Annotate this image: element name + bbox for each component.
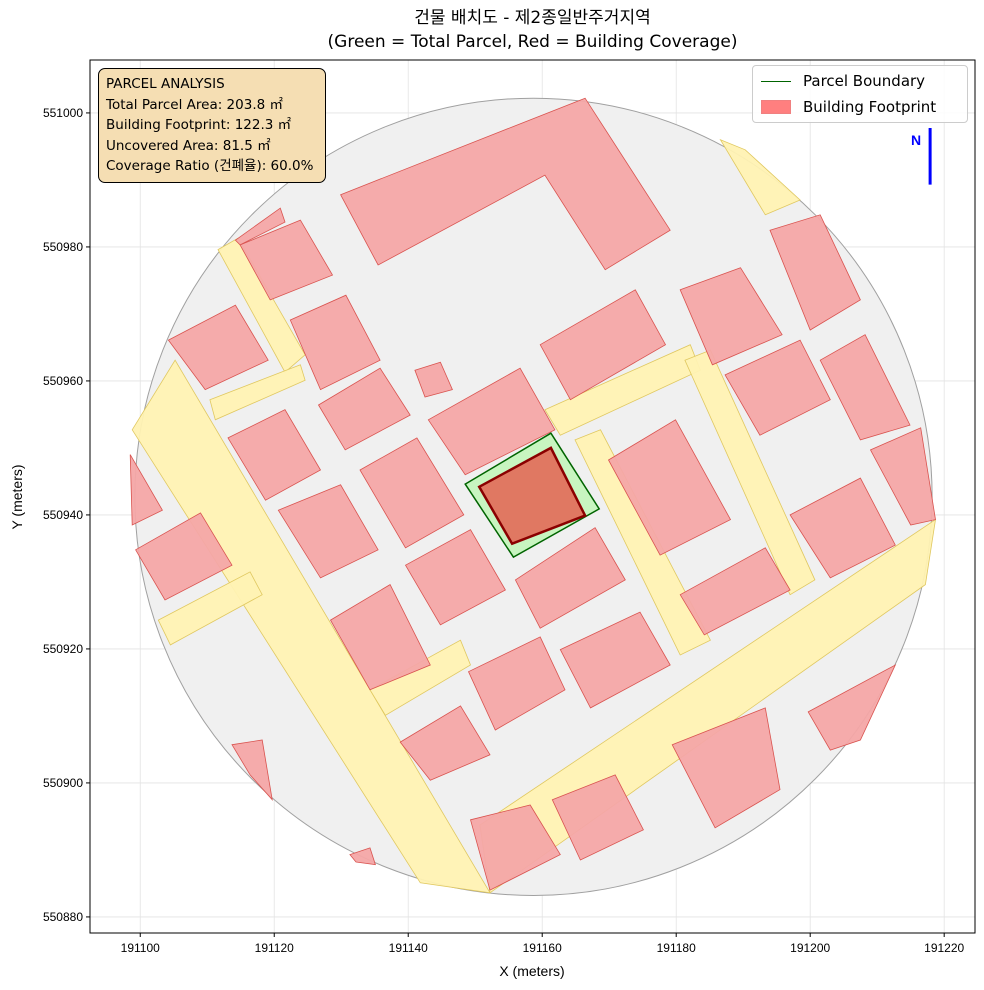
- x-axis-label: X (meters): [499, 963, 564, 979]
- building-footprint: [769, 214, 861, 331]
- building-footprint: [869, 427, 936, 526]
- y-tick-label: 550900: [43, 776, 83, 790]
- road: [719, 138, 801, 216]
- target-parcel-layer: [464, 432, 601, 559]
- info-coverage-ratio: Coverage Ratio (건폐율): 60.0%: [106, 158, 314, 174]
- building-footprint: [470, 804, 561, 891]
- building-footprint: [514, 527, 626, 629]
- building-footprint: [467, 636, 566, 731]
- y-tick-label: 550880: [43, 910, 83, 924]
- x-tick-label: 191100: [121, 941, 160, 955]
- info-total-parcel-area: Total Parcel Area: 203.8 ㎡: [106, 96, 283, 113]
- building-footprint: [427, 367, 556, 476]
- road: [574, 429, 711, 656]
- building-footprint: [671, 707, 781, 829]
- chart-title-line2: (Green = Total Parcel, Red = Building Co…: [327, 32, 738, 52]
- building-footprint: [317, 367, 411, 451]
- building-footprint: [239, 219, 334, 301]
- axis-ticks: 191100 191120 191140 191160 191180 191200 1912…: [43, 106, 965, 955]
- building-footprint: [539, 289, 667, 401]
- legend-patch-swatch: [761, 100, 791, 114]
- legend: Parcel Boundary Building Footprint: [752, 65, 968, 123]
- building-footprint: [559, 611, 671, 709]
- building-footprint: [349, 847, 376, 866]
- x-tick-label: 191180: [657, 941, 696, 955]
- road: [157, 571, 263, 646]
- building-footprint: [819, 334, 911, 441]
- building-footprint: [679, 547, 791, 636]
- building-footprint: [167, 304, 269, 391]
- y-tick-label: 550980: [43, 240, 83, 254]
- chart-title: 건물 배치도 - 제2종일반주거지역 (Green = Total Parcel…: [90, 6, 975, 54]
- road: [684, 349, 816, 596]
- info-uncovered-area: Uncovered Area: 81.5 ㎡: [106, 137, 271, 154]
- building-footprint: [234, 207, 286, 246]
- target-building-footprint: [477, 446, 587, 546]
- x-tick-label: 191140: [389, 941, 428, 955]
- building-footprint: [404, 529, 506, 626]
- road: [369, 639, 471, 716]
- building-footprint: [551, 774, 644, 861]
- info-building-footprint: Building Footprint: 122.3 ㎡: [106, 117, 292, 133]
- building-footprint: [329, 584, 431, 691]
- y-tick-label: 550920: [43, 642, 83, 656]
- legend-item-parcel-boundary: Parcel Boundary: [761, 71, 925, 91]
- building-footprint: [607, 419, 732, 556]
- legend-label: Building Footprint: [803, 98, 937, 116]
- building-footprint: [359, 437, 465, 549]
- building-footprint: [399, 705, 491, 781]
- building-footprint: [135, 512, 233, 601]
- legend-line-swatch: [761, 80, 791, 82]
- buildings-layer: [129, 97, 936, 891]
- x-tick-label: 191160: [523, 941, 562, 955]
- parcel-analysis-box: PARCEL ANALYSIS Total Parcel Area: 203.8…: [98, 68, 326, 183]
- x-tick-label: 191220: [924, 941, 964, 955]
- building-footprint: [277, 484, 379, 579]
- building-footprint: [679, 267, 783, 366]
- road: [209, 364, 306, 421]
- chart-title-line1: 건물 배치도 - 제2종일반주거지역: [414, 8, 651, 28]
- building-footprint: [414, 361, 453, 398]
- building-footprint: [789, 477, 896, 579]
- legend-label: Parcel Boundary: [803, 72, 926, 90]
- info-heading: PARCEL ANALYSIS: [106, 76, 225, 92]
- building-footprint: [724, 339, 831, 436]
- building-footprint: [807, 664, 897, 751]
- y-axis-label: Y (meters): [9, 464, 25, 529]
- x-tick-label: 191200: [790, 941, 830, 955]
- building-footprint: [289, 294, 381, 391]
- legend-item-building-footprint: Building Footprint: [761, 97, 936, 117]
- y-tick-label: 550960: [43, 374, 83, 388]
- building-footprint: [231, 739, 273, 802]
- y-tick-label: 550940: [43, 508, 83, 522]
- x-tick-label: 191120: [255, 941, 294, 955]
- north-arrow: N: [911, 128, 932, 185]
- y-tick-label: 551000: [43, 106, 83, 120]
- building-footprint: [227, 409, 322, 501]
- building-footprint: [340, 97, 671, 271]
- axes-frame: [89, 59, 976, 934]
- building-footprint: [129, 454, 163, 526]
- north-label: N: [911, 132, 921, 148]
